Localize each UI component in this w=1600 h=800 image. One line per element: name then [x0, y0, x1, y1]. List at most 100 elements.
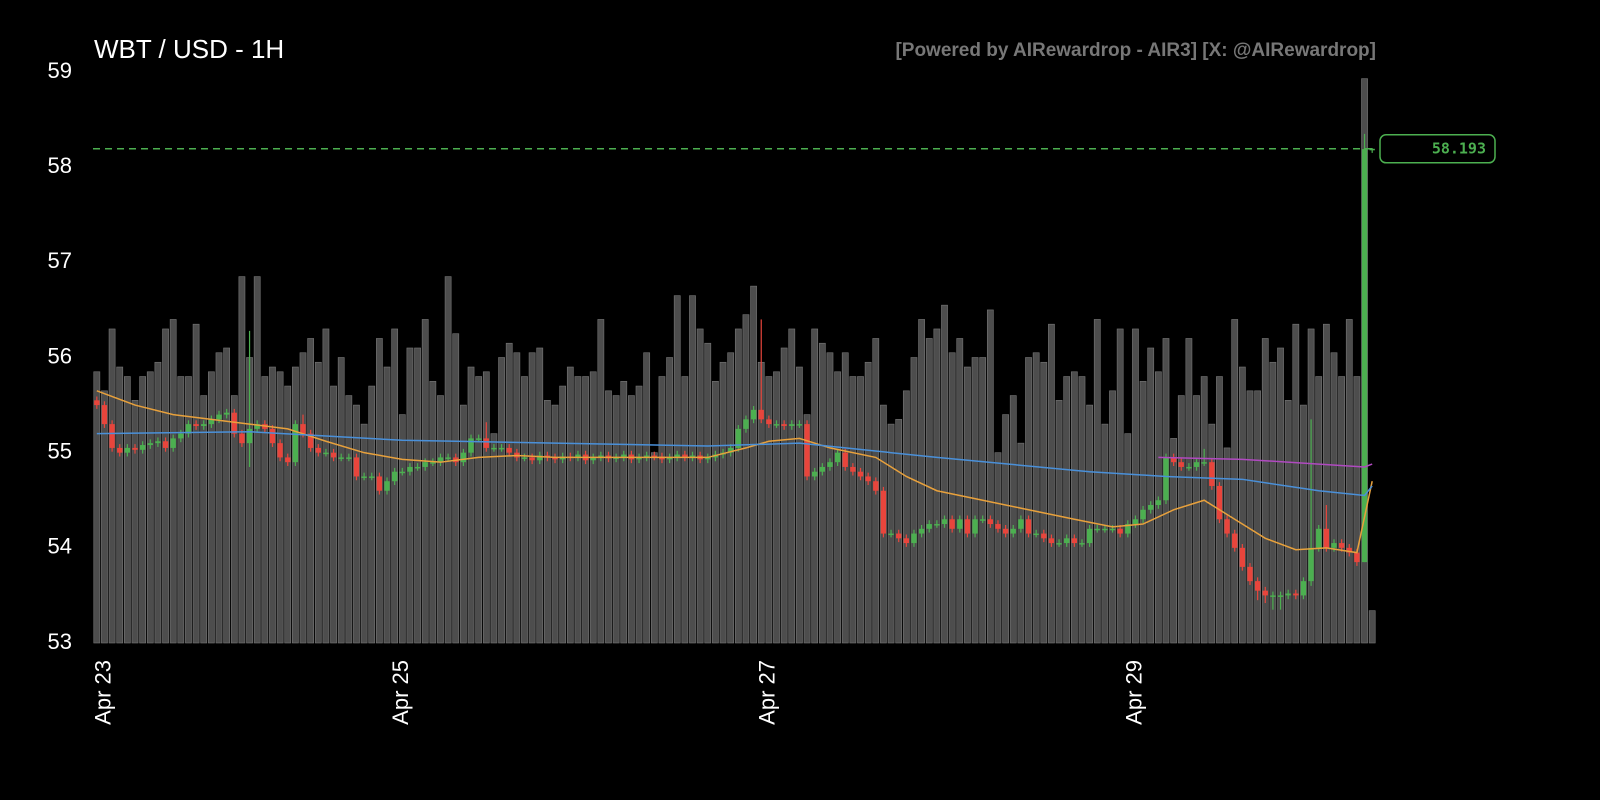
candle-body	[1277, 595, 1284, 597]
candle-body	[1285, 593, 1291, 596]
candle-body	[155, 441, 161, 444]
volume-bar	[834, 371, 841, 644]
volume-bar	[673, 295, 681, 644]
candle-body	[277, 443, 283, 458]
candle-body	[980, 519, 986, 521]
x-tick-label: Apr 23	[90, 660, 115, 725]
candle-body	[1262, 590, 1268, 596]
candle-body	[491, 447, 497, 450]
volume-bar	[154, 361, 162, 644]
volume-bar	[200, 395, 208, 644]
candle-body	[1148, 505, 1154, 510]
volume-bar	[902, 390, 910, 644]
volume-bar	[696, 328, 704, 644]
volume-bar	[1277, 347, 1284, 644]
candle-body	[873, 481, 879, 491]
candle-body	[758, 409, 764, 420]
candle-body	[460, 452, 467, 463]
volume-bar	[108, 328, 116, 644]
candle-body	[1369, 148, 1375, 151]
y-tick-label: 55	[48, 438, 72, 463]
volume-bar	[666, 357, 673, 644]
candle-body	[193, 424, 199, 427]
candle-body	[796, 424, 803, 426]
volume-bar	[1177, 395, 1185, 644]
candle-body	[323, 452, 329, 455]
candle-body	[575, 454, 581, 458]
candle-body	[903, 538, 910, 544]
volume-bar	[505, 342, 513, 644]
candle-body	[483, 438, 489, 448]
candle-body	[1018, 519, 1024, 529]
volume-bar	[1101, 423, 1109, 644]
candle-body	[957, 519, 963, 529]
candle-body	[964, 519, 971, 534]
volume-bar	[1070, 371, 1078, 644]
candle-body	[346, 457, 352, 459]
candle-body	[254, 424, 260, 429]
candle-body	[789, 424, 795, 427]
volume-bar	[964, 366, 971, 644]
volume-bar	[712, 380, 719, 644]
volume-bar	[582, 376, 589, 644]
candle-body	[682, 454, 688, 458]
candle-body	[949, 519, 955, 529]
volume-bar	[1261, 338, 1269, 644]
volume-bar	[1116, 328, 1124, 644]
x-tick-label: Apr 29	[1121, 660, 1146, 725]
candle-body	[414, 466, 421, 469]
candle-body	[1239, 547, 1246, 567]
candle-body	[1041, 533, 1047, 539]
watermark: [Powered by AIRewardrop - AIR3] [X: @AIR…	[895, 40, 1376, 61]
moving-average-line	[96, 430, 1373, 497]
volume-bar	[368, 385, 376, 644]
volume-bar	[1353, 376, 1361, 644]
volume-bar	[841, 352, 849, 644]
candle-body	[437, 457, 444, 463]
y-tick-label: 53	[48, 629, 72, 654]
volume-bar	[383, 366, 391, 644]
volume-bar	[1246, 390, 1254, 644]
volume-bar	[971, 357, 979, 644]
candle-body	[1232, 533, 1238, 548]
candle-body	[475, 438, 482, 440]
candle-body	[369, 476, 375, 478]
candle-body	[750, 409, 757, 420]
candle-body	[926, 524, 932, 529]
volume-bar	[704, 342, 712, 644]
candle-body	[170, 438, 176, 448]
volume-bar	[1193, 395, 1200, 644]
candle-body	[1163, 457, 1169, 501]
candle-body	[101, 405, 108, 425]
volume-bar	[1009, 395, 1017, 644]
volume-bar	[1368, 610, 1376, 644]
candle-body	[1033, 533, 1039, 536]
volume-bar	[994, 452, 1002, 644]
candle-body	[834, 452, 841, 463]
candle-body	[139, 445, 146, 450]
volume-bar	[1185, 338, 1193, 644]
candle-body	[1323, 528, 1330, 548]
volume-bar	[208, 371, 215, 644]
volume-bar	[689, 295, 696, 644]
volume-bar	[559, 385, 567, 644]
candle-body	[315, 447, 321, 453]
candle-body	[292, 424, 299, 463]
volume-bar	[528, 352, 536, 644]
candle-body	[201, 424, 207, 427]
candle-body	[865, 476, 871, 482]
volume-bar	[238, 276, 246, 644]
volume-bar	[162, 328, 169, 644]
volume-bar	[742, 314, 750, 644]
candle-body	[239, 433, 245, 444]
volume-bar	[780, 347, 788, 644]
candle-body	[1193, 462, 1200, 467]
candle-body	[880, 490, 887, 534]
candle-body	[842, 452, 848, 467]
volume-bar	[1086, 404, 1093, 644]
candle-body	[498, 447, 505, 450]
candle-body	[178, 433, 184, 439]
candle-body	[1308, 547, 1314, 582]
